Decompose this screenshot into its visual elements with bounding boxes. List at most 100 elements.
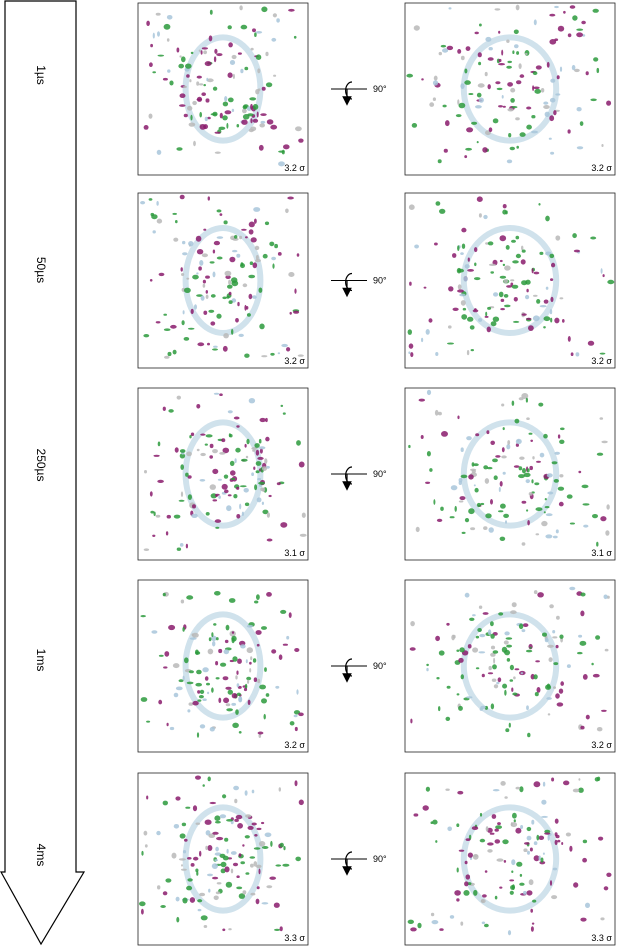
- density-blob: [283, 846, 286, 851]
- density-blob: [569, 522, 576, 525]
- density-blob: [459, 293, 466, 297]
- density-blob: [465, 874, 471, 880]
- density-blob: [289, 311, 292, 315]
- density-blob: [259, 417, 266, 423]
- density-blob: [265, 417, 268, 423]
- density-blob: [261, 86, 266, 91]
- density-blob: [530, 908, 533, 913]
- density-blob: [505, 520, 507, 524]
- density-blob: [277, 252, 282, 256]
- density-blob: [515, 786, 521, 790]
- protein-outline: [460, 804, 560, 914]
- density-blob: [538, 855, 541, 861]
- density-blob: [166, 38, 170, 42]
- density-blob: [452, 634, 456, 639]
- density-blob: [223, 220, 228, 225]
- density-blob: [248, 293, 253, 300]
- density-blob: [479, 633, 486, 638]
- density-blob: [186, 681, 194, 685]
- density-blob: [509, 146, 515, 151]
- density-blob: [261, 355, 268, 358]
- density-blob: [209, 726, 215, 732]
- density-blob: [509, 679, 514, 682]
- density-blob: [549, 880, 553, 886]
- density-blob: [255, 630, 262, 635]
- density-blob: [526, 124, 532, 130]
- density-blob: [521, 542, 526, 546]
- density-blob: [212, 348, 218, 351]
- density-blob: [258, 438, 262, 444]
- map-panel: 3.3 σ: [404, 772, 616, 946]
- density-blob: [179, 55, 182, 58]
- density-blob: [505, 245, 510, 250]
- density-blob: [172, 212, 177, 215]
- density-blob: [209, 9, 213, 15]
- density-blob: [189, 79, 192, 83]
- density-blob: [171, 852, 177, 859]
- density-blob: [426, 451, 431, 457]
- density-blob: [500, 781, 506, 786]
- density-blob: [273, 902, 280, 908]
- density-blob: [231, 637, 235, 644]
- density-blob: [229, 434, 233, 438]
- density-blob: [528, 325, 534, 331]
- density-blob: [264, 832, 272, 838]
- density-blob: [152, 32, 155, 39]
- density-blob: [187, 709, 191, 713]
- density-blob: [467, 269, 474, 272]
- density-blob: [438, 51, 442, 56]
- density-blob: [252, 28, 256, 33]
- density-blob: [458, 102, 466, 109]
- density-blob: [490, 621, 494, 627]
- density-blob: [214, 131, 221, 134]
- density-blob: [551, 262, 556, 268]
- density-blob: [297, 354, 304, 357]
- density-blob: [256, 111, 259, 118]
- density-blob: [225, 624, 230, 631]
- density-blob: [181, 56, 186, 63]
- density-blob: [187, 857, 192, 860]
- density-blob: [511, 687, 514, 692]
- density-blob: [232, 656, 238, 662]
- density-blob: [553, 479, 559, 483]
- density-blob: [543, 433, 548, 439]
- density-blob: [510, 98, 515, 103]
- density-blob: [282, 863, 290, 867]
- density-blob: [239, 235, 243, 240]
- density-blob: [232, 237, 239, 241]
- density-blob: [565, 832, 572, 837]
- density-blob: [187, 475, 192, 479]
- density-blob: [234, 235, 238, 239]
- density-blob: [265, 436, 270, 442]
- density-blob: [457, 415, 460, 420]
- density-blob: [274, 928, 281, 932]
- density-blob: [276, 482, 281, 486]
- density-blob: [499, 886, 503, 889]
- density-blob: [261, 487, 266, 492]
- density-blob: [466, 350, 470, 356]
- density-blob: [511, 284, 519, 289]
- density-blob: [407, 329, 412, 335]
- density-blob: [501, 403, 505, 407]
- density-blob: [222, 101, 229, 107]
- density-blob: [544, 829, 551, 834]
- density-blob: [229, 256, 236, 263]
- density-blob: [283, 144, 290, 150]
- density-blob: [246, 647, 253, 654]
- density-blob: [408, 444, 411, 449]
- density-blob: [529, 847, 533, 852]
- density-blob: [559, 439, 565, 444]
- density-blob: [253, 207, 261, 212]
- density-blob: [502, 204, 507, 209]
- density-blob: [474, 31, 479, 35]
- density-blob: [512, 50, 515, 54]
- density-blob: [245, 814, 252, 818]
- density-blob: [569, 586, 576, 591]
- density-blob: [288, 8, 295, 12]
- density-blob: [296, 689, 299, 695]
- density-blob: [173, 514, 181, 519]
- density-blob: [226, 122, 229, 129]
- density-blob: [473, 463, 479, 467]
- density-blob: [180, 464, 184, 470]
- density-blob: [573, 249, 581, 253]
